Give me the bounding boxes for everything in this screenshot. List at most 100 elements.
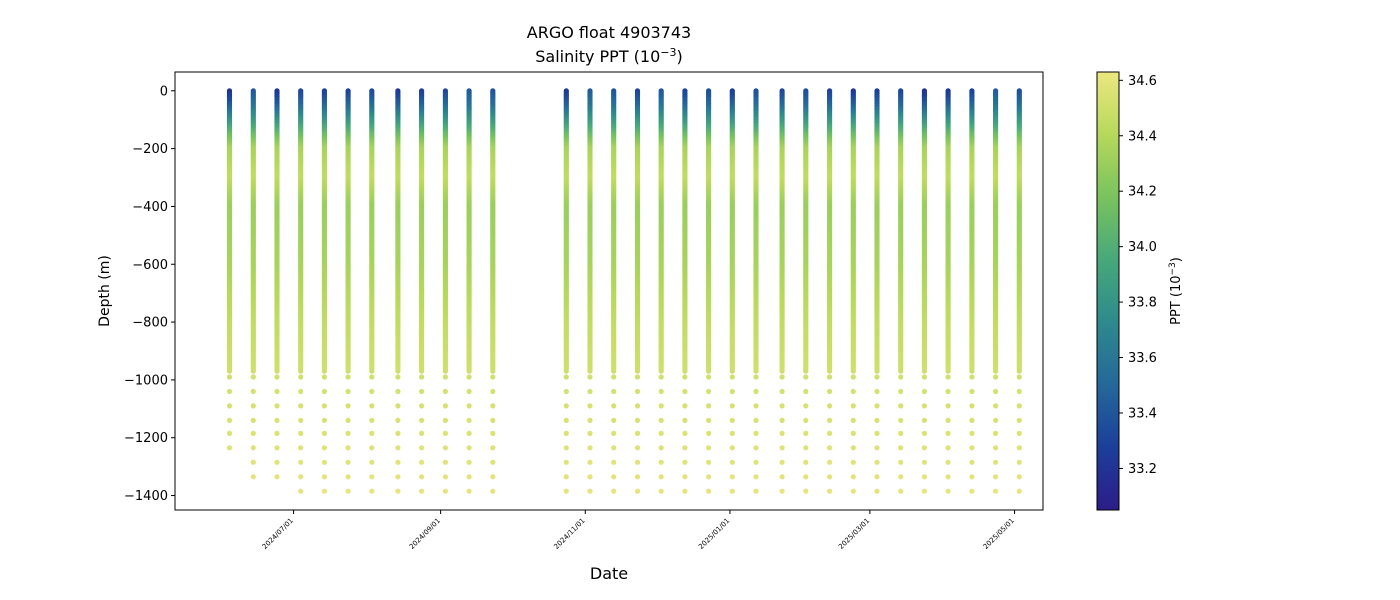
data-point xyxy=(226,417,233,423)
data-point xyxy=(658,445,664,451)
data-point xyxy=(634,445,641,451)
data-point xyxy=(827,488,833,494)
data-point xyxy=(395,368,401,374)
data-point xyxy=(779,488,785,494)
data-point xyxy=(634,403,641,409)
data-point xyxy=(369,445,375,451)
data-point xyxy=(587,368,593,374)
data-point xyxy=(442,374,448,380)
data-point xyxy=(682,417,688,423)
data-point xyxy=(658,459,664,465)
data-point xyxy=(345,430,351,436)
data-point xyxy=(490,474,496,480)
data-point xyxy=(250,368,256,374)
data-point xyxy=(226,403,233,409)
data-point xyxy=(753,445,759,451)
data-point xyxy=(587,488,593,494)
data-point xyxy=(753,388,759,395)
data-point xyxy=(369,417,375,423)
data-point xyxy=(321,417,327,423)
data-point xyxy=(803,368,809,374)
data-point xyxy=(466,417,472,423)
data-point xyxy=(298,445,304,451)
data-point xyxy=(442,403,448,409)
data-point xyxy=(682,488,688,494)
data-point xyxy=(490,403,496,409)
data-point xyxy=(611,459,617,465)
data-point xyxy=(298,474,304,480)
data-point xyxy=(226,388,233,395)
data-point xyxy=(729,417,735,423)
data-point xyxy=(753,474,759,480)
data-point xyxy=(395,430,401,436)
data-point xyxy=(345,368,351,374)
data-point xyxy=(803,403,809,409)
data-point xyxy=(321,488,327,494)
data-point xyxy=(298,417,304,423)
data-point xyxy=(611,374,617,380)
data-point xyxy=(729,430,735,436)
data-point xyxy=(682,368,688,374)
data-point xyxy=(274,459,280,465)
data-point xyxy=(753,417,759,423)
data-point xyxy=(587,374,593,380)
data-point xyxy=(634,417,641,423)
data-point xyxy=(779,403,785,409)
data-point xyxy=(274,445,280,451)
data-point xyxy=(419,488,425,494)
data-point xyxy=(658,368,664,374)
data-point xyxy=(682,459,688,465)
data-point xyxy=(345,488,351,494)
data-point xyxy=(827,474,833,480)
data-point xyxy=(587,459,593,465)
data-point xyxy=(369,488,375,494)
data-point xyxy=(779,430,785,436)
data-point xyxy=(587,417,593,423)
data-point xyxy=(442,417,448,423)
data-point xyxy=(466,368,472,374)
data-point xyxy=(250,430,256,436)
data-point xyxy=(563,445,569,451)
data-point xyxy=(682,474,688,480)
data-point xyxy=(321,388,327,395)
data-point xyxy=(442,368,448,374)
data-point xyxy=(658,417,664,423)
data-point xyxy=(634,368,641,374)
data-point xyxy=(298,388,304,395)
data-point xyxy=(321,430,327,436)
data-point xyxy=(563,474,569,480)
data-point xyxy=(779,388,785,395)
data-point xyxy=(658,388,664,395)
data-point xyxy=(442,459,448,465)
data-point xyxy=(779,459,785,465)
data-point xyxy=(753,403,759,409)
data-point xyxy=(369,403,375,409)
data-point xyxy=(466,388,472,395)
data-point xyxy=(395,417,401,423)
data-point xyxy=(803,459,809,465)
data-point xyxy=(706,459,712,465)
data-point xyxy=(753,374,759,380)
data-point xyxy=(419,430,425,436)
data-point xyxy=(442,388,448,395)
data-point xyxy=(395,445,401,451)
data-point xyxy=(442,445,448,451)
data-point xyxy=(753,368,759,374)
data-point xyxy=(490,374,496,380)
data-point xyxy=(298,374,304,380)
data-point xyxy=(779,374,785,380)
data-point xyxy=(419,474,425,480)
data-point xyxy=(706,445,712,451)
data-point xyxy=(490,488,496,494)
data-point xyxy=(587,403,593,409)
data-point xyxy=(682,374,688,380)
data-point xyxy=(395,388,401,395)
data-point xyxy=(753,488,759,494)
data-point xyxy=(634,474,641,480)
data-point xyxy=(706,417,712,423)
data-point xyxy=(611,417,617,423)
data-point xyxy=(587,445,593,451)
data-point xyxy=(682,403,688,409)
